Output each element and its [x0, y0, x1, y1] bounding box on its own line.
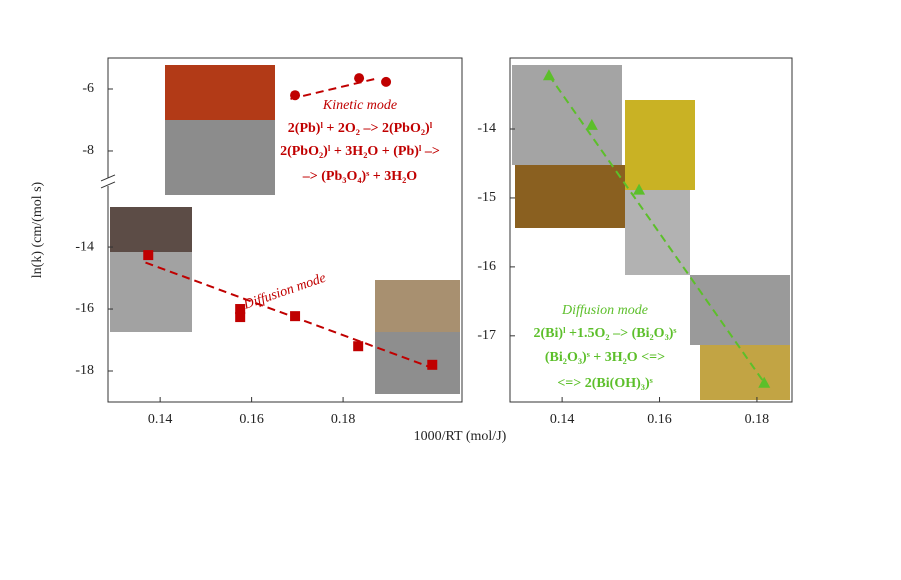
- x-tick-label: 0.18: [331, 412, 356, 427]
- annotation: 2(Bi)ˡ +1.5O₂ –> (Bi₂O₃)ˢ: [534, 326, 677, 341]
- sem-image: [690, 275, 790, 345]
- y-tick-label: -16: [75, 301, 94, 316]
- annotation: Diffusion mode: [241, 271, 328, 313]
- y-tick-label: -14: [75, 239, 94, 254]
- sem-image: [165, 120, 275, 195]
- photos: [110, 65, 790, 400]
- fit-line: [290, 77, 379, 100]
- fit-line: [548, 74, 766, 384]
- point: [143, 250, 154, 261]
- x-tick-label: 0.14: [550, 412, 575, 427]
- point: [758, 376, 771, 388]
- photo: [110, 207, 192, 252]
- x-tick-label: 0.16: [239, 412, 264, 427]
- x-tick-label: 0.16: [647, 412, 672, 427]
- sem-image: [512, 65, 622, 165]
- y-tick-label: -15: [477, 190, 496, 205]
- annotation: 2(Pb)ˡ + 2O₂ –> 2(PbO₂)ˡ: [288, 121, 433, 136]
- annotation: (Bi₂O₃)ˢ + 3H₂O <=>: [545, 350, 665, 365]
- y-tick-label: -17: [477, 328, 496, 343]
- y-axis-label: ln(k) (cm/(mol s): [30, 181, 45, 278]
- axis-break: [100, 181, 116, 189]
- point: [354, 73, 365, 84]
- annotation: –> (Pb₃O₄)ˢ + 3H₂O: [302, 169, 418, 184]
- photo: [515, 165, 625, 228]
- x-axis-label: 1000/RT (mol/J): [414, 429, 507, 444]
- photo: [625, 100, 695, 190]
- photo: [700, 345, 790, 400]
- point: [290, 90, 301, 101]
- point: [290, 311, 301, 322]
- point: [542, 69, 555, 81]
- point: [585, 118, 598, 130]
- annotation: 2(PbO₂)ˡ + 3H₂O + (Pb)ˡ –>: [280, 144, 440, 159]
- axis-break-gap: [102, 177, 114, 186]
- photo: [375, 280, 460, 332]
- plot-frame: [107, 57, 463, 403]
- point: [381, 76, 392, 87]
- point: [235, 312, 246, 323]
- point: [633, 183, 646, 195]
- y-tick-label: -6: [82, 81, 94, 96]
- point: [235, 304, 246, 315]
- photo: [165, 65, 275, 120]
- annotation: <=> 2(Bi(OH)₃)ˢ: [557, 376, 652, 391]
- y-tick-label: -16: [477, 259, 496, 274]
- point: [427, 359, 438, 370]
- axis-break: [100, 174, 116, 182]
- point: [353, 341, 364, 352]
- y-tick-label: -18: [75, 363, 94, 378]
- y-tick-label: -14: [477, 121, 496, 136]
- annotation: Diffusion mode: [561, 303, 648, 318]
- fit-line: [145, 261, 433, 369]
- y-tick-label: -8: [82, 143, 94, 158]
- plot-frame: [509, 57, 793, 403]
- annotation: Kinetic mode: [322, 98, 397, 113]
- x-tick-label: 0.14: [148, 412, 173, 427]
- x-tick-label: 0.18: [745, 412, 770, 427]
